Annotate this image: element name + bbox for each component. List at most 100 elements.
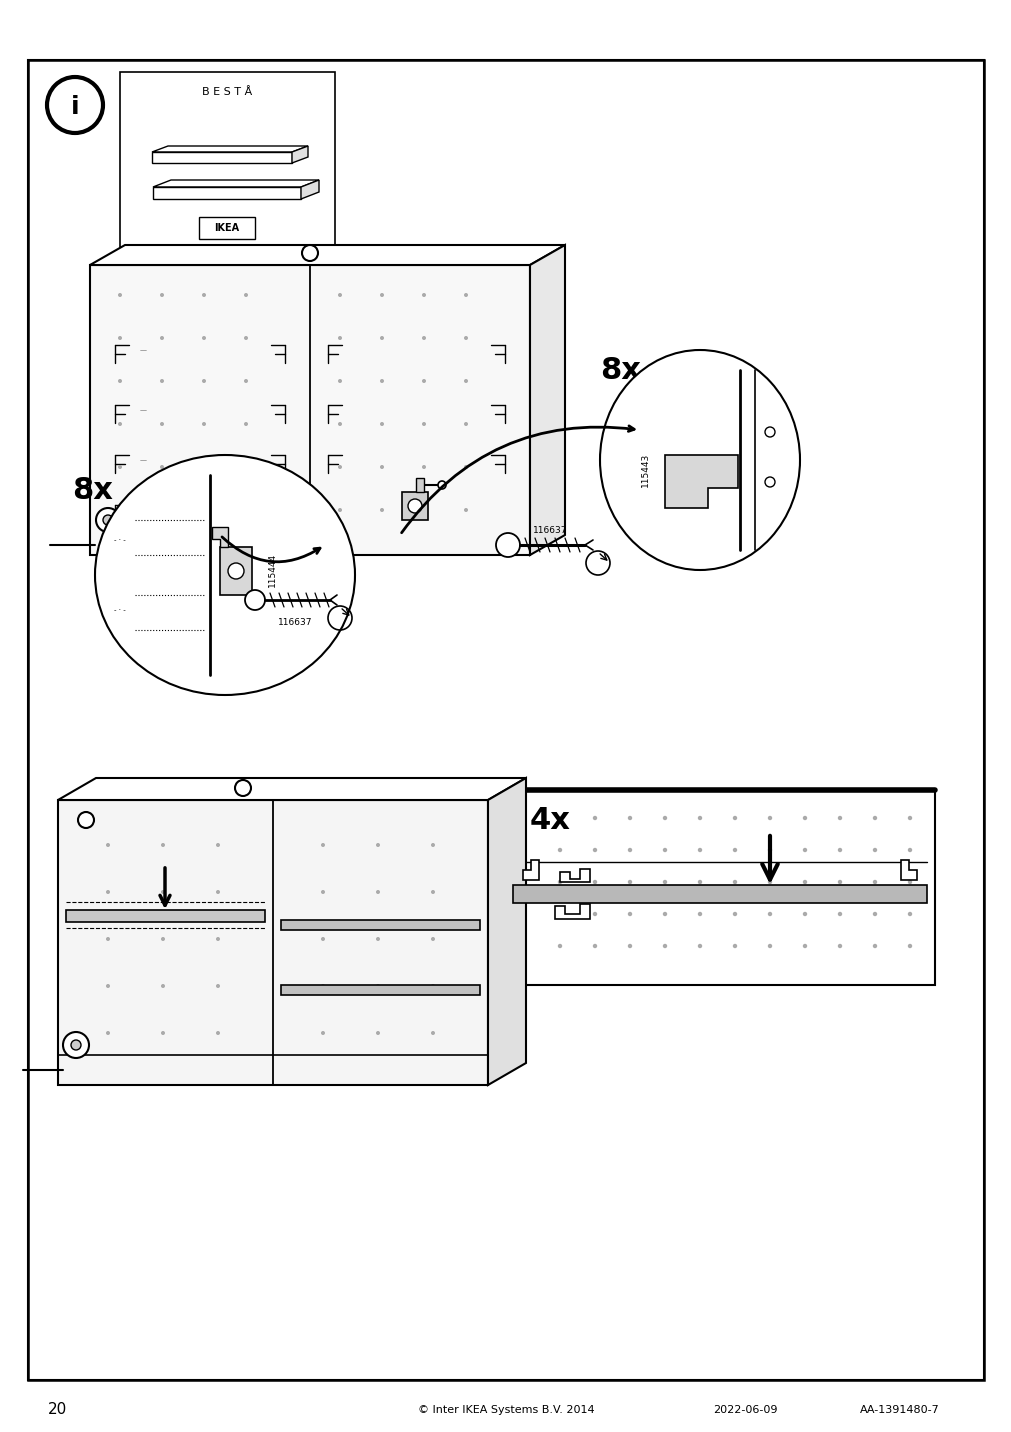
Text: 116637: 116637 bbox=[277, 617, 312, 627]
Circle shape bbox=[557, 912, 562, 916]
Polygon shape bbox=[153, 188, 300, 199]
Circle shape bbox=[767, 848, 771, 852]
Polygon shape bbox=[66, 909, 265, 922]
Polygon shape bbox=[530, 245, 564, 556]
Polygon shape bbox=[219, 547, 252, 596]
Circle shape bbox=[802, 912, 807, 916]
Circle shape bbox=[422, 379, 426, 382]
Circle shape bbox=[767, 912, 771, 916]
Text: 8x: 8x bbox=[72, 475, 113, 504]
Circle shape bbox=[463, 508, 467, 513]
Polygon shape bbox=[58, 778, 526, 800]
Circle shape bbox=[235, 780, 251, 796]
Polygon shape bbox=[58, 800, 487, 1085]
Circle shape bbox=[215, 843, 219, 846]
Circle shape bbox=[202, 337, 206, 339]
Circle shape bbox=[320, 984, 325, 988]
Circle shape bbox=[871, 879, 877, 884]
Circle shape bbox=[160, 422, 164, 425]
Circle shape bbox=[376, 984, 379, 988]
Circle shape bbox=[463, 465, 467, 470]
Circle shape bbox=[379, 422, 383, 425]
Circle shape bbox=[320, 1031, 325, 1035]
Circle shape bbox=[837, 944, 841, 948]
Circle shape bbox=[438, 481, 446, 488]
Polygon shape bbox=[153, 180, 318, 188]
Circle shape bbox=[244, 422, 248, 425]
Circle shape bbox=[338, 422, 342, 425]
Polygon shape bbox=[281, 919, 479, 929]
Text: AA-1391480-7: AA-1391480-7 bbox=[859, 1405, 939, 1415]
Text: —: — bbox=[140, 407, 147, 412]
Circle shape bbox=[202, 294, 206, 296]
Circle shape bbox=[907, 848, 911, 852]
Circle shape bbox=[160, 465, 164, 470]
Text: 4x: 4x bbox=[530, 805, 570, 835]
Circle shape bbox=[767, 944, 771, 948]
Circle shape bbox=[161, 843, 165, 846]
Circle shape bbox=[907, 912, 911, 916]
Circle shape bbox=[732, 816, 736, 821]
Circle shape bbox=[431, 937, 435, 941]
Circle shape bbox=[871, 944, 877, 948]
Circle shape bbox=[698, 816, 702, 821]
Circle shape bbox=[907, 944, 911, 948]
Polygon shape bbox=[559, 869, 589, 882]
Circle shape bbox=[557, 944, 562, 948]
Circle shape bbox=[732, 879, 736, 884]
Circle shape bbox=[106, 1031, 110, 1035]
Circle shape bbox=[202, 422, 206, 425]
Circle shape bbox=[161, 937, 165, 941]
Circle shape bbox=[47, 77, 103, 133]
Circle shape bbox=[837, 912, 841, 916]
Circle shape bbox=[627, 848, 632, 852]
Circle shape bbox=[160, 379, 164, 382]
Circle shape bbox=[837, 879, 841, 884]
Circle shape bbox=[431, 984, 435, 988]
Circle shape bbox=[379, 337, 383, 339]
Ellipse shape bbox=[95, 455, 355, 695]
Circle shape bbox=[764, 427, 774, 437]
Circle shape bbox=[592, 912, 596, 916]
Circle shape bbox=[767, 816, 771, 821]
Text: - · -: - · - bbox=[114, 607, 125, 613]
Text: 2022-06-09: 2022-06-09 bbox=[712, 1405, 776, 1415]
Circle shape bbox=[376, 937, 379, 941]
Circle shape bbox=[320, 843, 325, 846]
Circle shape bbox=[907, 879, 911, 884]
Circle shape bbox=[160, 337, 164, 339]
Bar bbox=[504, 790, 934, 985]
Polygon shape bbox=[182, 493, 208, 520]
Circle shape bbox=[592, 816, 596, 821]
Circle shape bbox=[118, 422, 122, 425]
Circle shape bbox=[802, 944, 807, 948]
Polygon shape bbox=[487, 778, 526, 1085]
Circle shape bbox=[215, 937, 219, 941]
Circle shape bbox=[188, 498, 202, 513]
Polygon shape bbox=[416, 478, 424, 493]
Circle shape bbox=[301, 245, 317, 261]
Polygon shape bbox=[664, 455, 737, 508]
Polygon shape bbox=[281, 985, 479, 995]
Text: i: i bbox=[71, 95, 79, 119]
Circle shape bbox=[698, 879, 702, 884]
Circle shape bbox=[161, 891, 165, 894]
Polygon shape bbox=[196, 478, 204, 493]
Circle shape bbox=[338, 379, 342, 382]
Text: 115444: 115444 bbox=[267, 553, 276, 587]
Circle shape bbox=[376, 1031, 379, 1035]
Circle shape bbox=[662, 944, 666, 948]
Circle shape bbox=[871, 816, 877, 821]
Text: IKEA: IKEA bbox=[214, 223, 240, 233]
Circle shape bbox=[662, 912, 666, 916]
Polygon shape bbox=[90, 265, 530, 556]
Circle shape bbox=[463, 294, 467, 296]
Polygon shape bbox=[513, 885, 926, 904]
Polygon shape bbox=[211, 527, 227, 547]
Circle shape bbox=[78, 812, 94, 828]
Circle shape bbox=[202, 379, 206, 382]
Circle shape bbox=[431, 843, 435, 846]
Circle shape bbox=[592, 944, 596, 948]
Circle shape bbox=[422, 337, 426, 339]
Circle shape bbox=[627, 944, 632, 948]
